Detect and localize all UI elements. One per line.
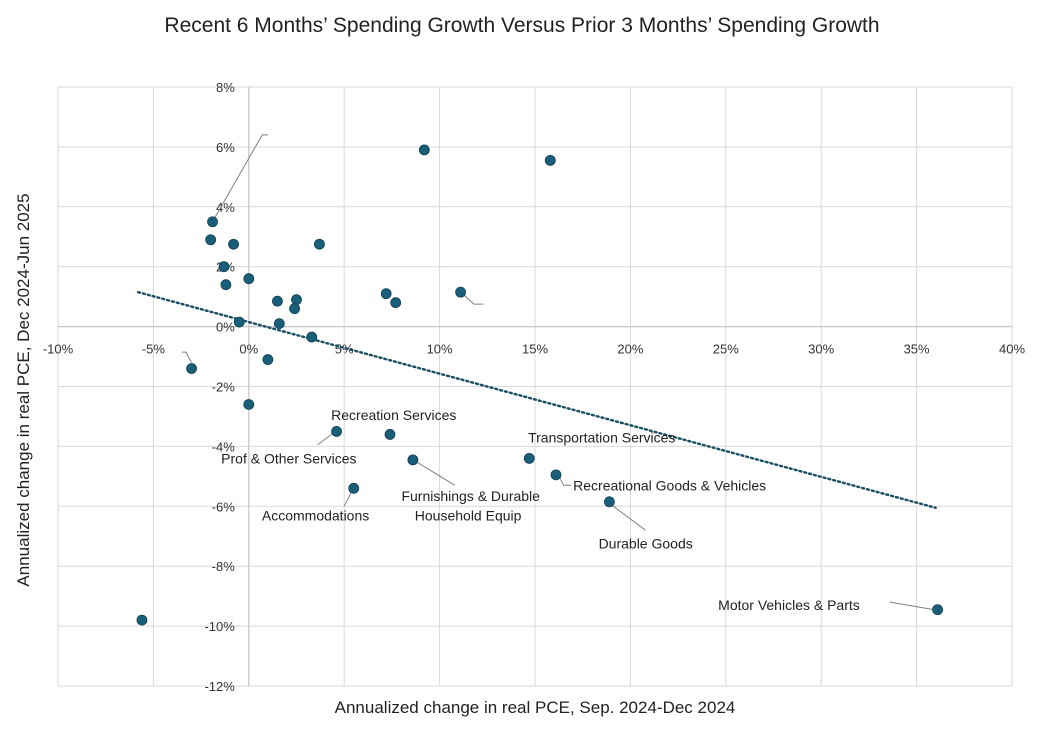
y-axis-label: Annualized change in real PCE, Dec 2024-… [14,193,33,587]
data-point [313,238,325,250]
y-tick-labels: -12%-10%-8%-6%-4%-2%0%2%4%6%8% [204,80,235,694]
data-points [136,144,943,626]
leader-line [889,601,934,611]
x-axis-label: Annualized change in real PCE, Sep. 2024… [334,698,736,717]
leader-line [343,491,353,507]
data-point [262,354,274,365]
annotation-label: Accommodations [262,507,369,523]
x-tick-label: 25% [713,342,739,357]
data-point [331,426,342,437]
annotation-label: Household Equip [415,507,522,523]
annotation-label: Recreational Goods & Vehicles [573,477,766,493]
annotation-label: Recreation Services [331,407,456,423]
trend-line-group [136,290,937,509]
axis-lines [58,87,1012,686]
data-point [205,234,217,246]
data-point [550,469,562,481]
x-tick-label: -5% [142,342,166,357]
leader-line [212,134,268,223]
leader-line [182,351,193,363]
data-point [455,286,466,298]
data-point [233,316,245,328]
x-tick-label: 10% [427,342,453,357]
y-tick-label: 4% [216,200,235,215]
y-tick-label: -12% [204,679,235,694]
data-point [273,318,285,330]
x-tick-labels: -10% -5% 0% 5% 10% 15% 20% 25% 30% 35% 40% [43,342,1026,357]
trend-line [136,290,937,509]
y-tick-label: -6% [212,499,236,514]
leader-line [559,477,572,486]
data-point [291,294,302,306]
data-point [218,261,230,273]
annotation-label: Prof & Other Services [221,450,356,466]
data-point [186,363,197,374]
leader-line [415,460,456,486]
y-tick-label: 8% [216,80,235,95]
data-point [136,614,148,626]
leader-line [611,504,646,531]
y-tick-label: -2% [212,380,236,395]
x-tick-label: 35% [904,342,930,357]
data-point [243,273,255,285]
data-point [544,154,556,166]
leader-line [462,293,484,305]
y-tick-label: 6% [216,140,235,155]
chart-title: Recent 6 Months’ Spending Growth Versus … [164,14,880,37]
data-point [523,452,535,464]
data-point [348,482,360,494]
data-point [418,144,430,156]
y-tick-label: -8% [212,559,236,574]
grid-lines [57,86,1013,687]
annotation-leaders [182,134,934,611]
annotation-label: Transportation Services [528,429,675,445]
x-tick-label: 0% [239,342,258,357]
annotation-label: Motor Vehicles & Parts [718,597,860,613]
x-tick-label: 30% [808,342,834,357]
y-tick-label: 0% [216,320,235,335]
data-point [932,604,943,616]
data-point [272,295,283,307]
data-point [306,331,318,343]
annotation-label: Durable Goods [599,536,693,552]
x-tick-label: -10% [43,342,74,357]
annotation-label: Furnishings & Durable [401,488,540,504]
x-tick-label: 40% [999,342,1025,357]
data-point [390,297,402,309]
data-point [384,429,396,440]
data-point [604,496,615,508]
data-point [243,399,255,410]
x-tick-label: 5% [335,342,354,357]
annotation-labels: Recreation Services Prof & Other Services… [221,407,860,613]
x-tick-label: 20% [617,342,643,357]
data-point [380,288,392,300]
data-point [407,454,419,466]
x-tick-label: 15% [522,342,548,357]
data-point [207,216,218,228]
data-point [220,279,232,291]
y-tick-label: -4% [212,439,236,454]
y-tick-label: -10% [204,619,235,634]
leader-line [317,432,334,446]
data-point [289,303,300,315]
data-point [228,238,239,250]
